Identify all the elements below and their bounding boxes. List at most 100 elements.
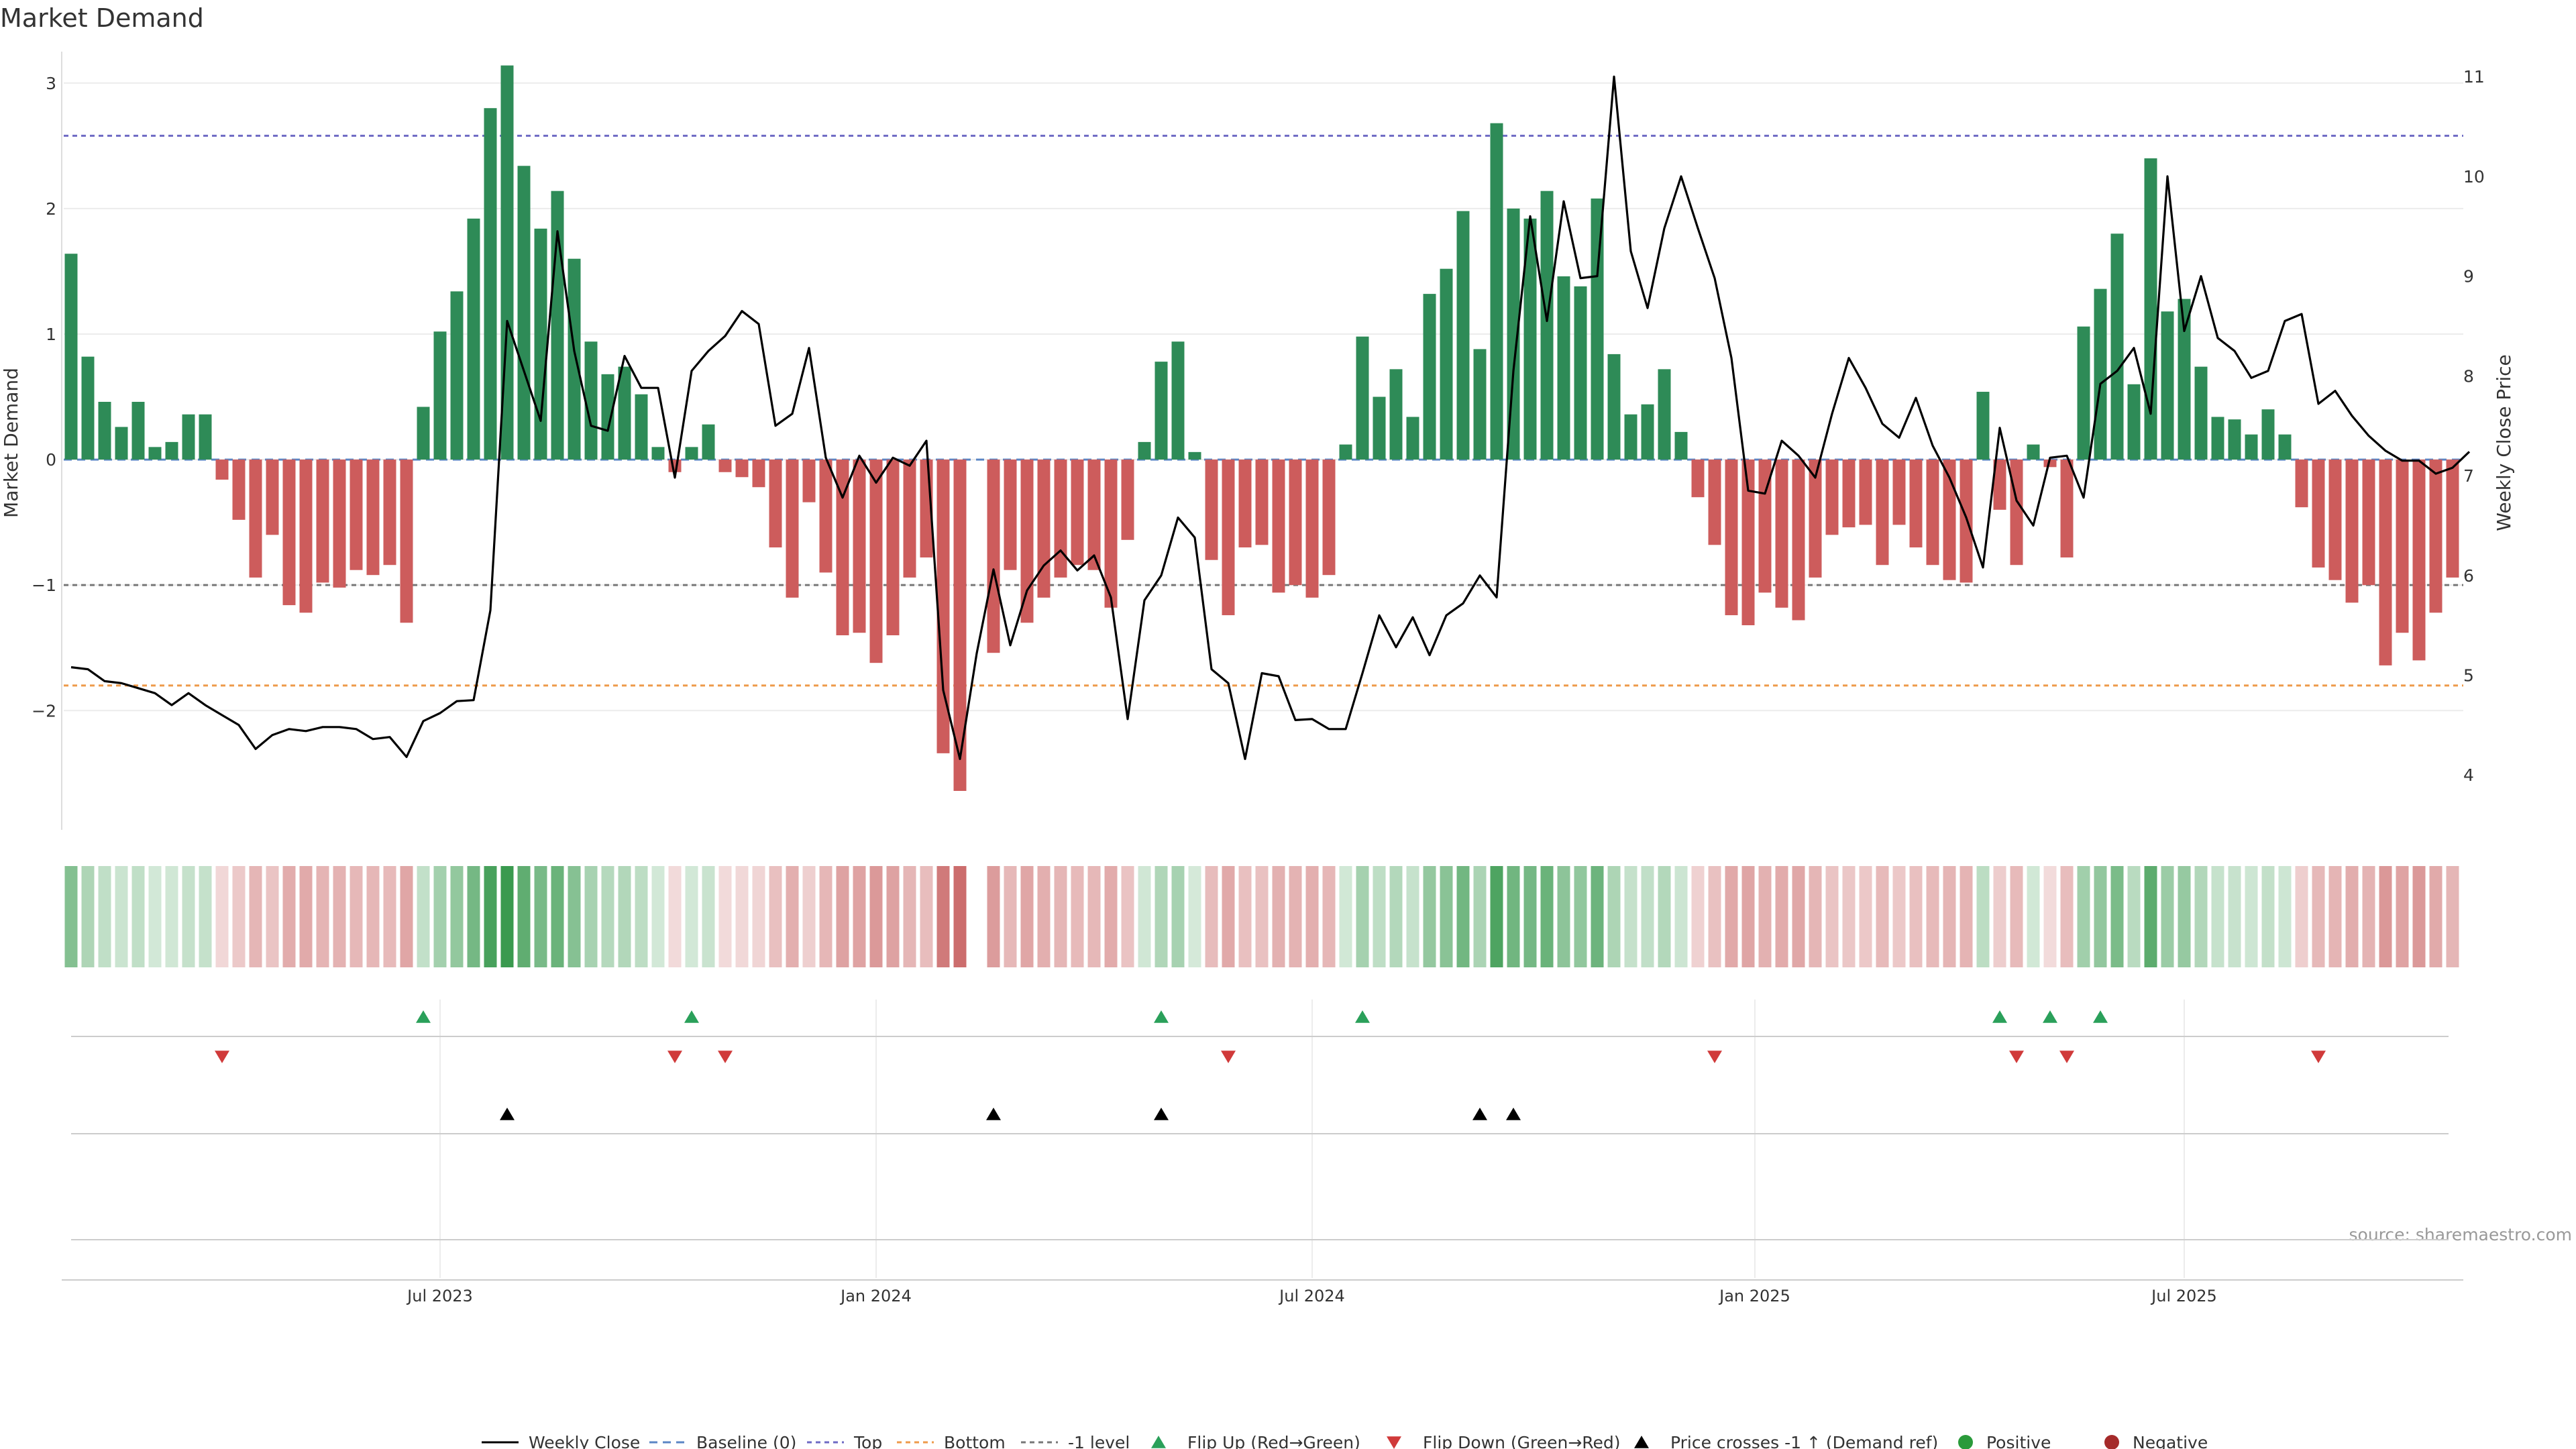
flip-up-marker — [2043, 1010, 2057, 1023]
heat-cell — [1305, 866, 1319, 967]
flip-down-marker — [215, 1051, 229, 1063]
heat-cell — [735, 866, 749, 967]
heat-cell — [1809, 866, 1822, 967]
demand-bar — [2396, 460, 2409, 633]
heat-cell — [182, 866, 195, 967]
heat-cell — [2412, 866, 2426, 967]
demand-bar — [1641, 404, 1654, 460]
y-tick-label-right: 11 — [2463, 67, 2485, 87]
price-cross-marker — [500, 1108, 515, 1120]
demand-bar — [668, 460, 682, 472]
flip-down-marker — [1221, 1051, 1236, 1063]
heat-cell — [718, 866, 732, 967]
demand-bar — [1943, 460, 1956, 580]
demand-bar — [148, 447, 162, 460]
heat-cell — [1037, 866, 1051, 967]
price-cross-marker — [1472, 1108, 1487, 1120]
heat-cell — [2228, 866, 2241, 967]
demand-bar — [2110, 233, 2124, 460]
heat-cell — [2446, 866, 2459, 967]
heat-cell — [2027, 866, 2040, 967]
demand-bar — [333, 460, 346, 588]
y-tick-label-right: 10 — [2463, 167, 2485, 186]
demand-bar — [1456, 211, 1470, 460]
demand-bar — [718, 460, 732, 472]
heat-cell — [786, 866, 799, 967]
heat-cell — [232, 866, 246, 967]
heat-cell — [1708, 866, 1721, 967]
demand-bar — [115, 427, 128, 460]
demand-bar — [2429, 460, 2443, 613]
demand-bar — [131, 402, 145, 460]
demand-bar — [2094, 288, 2107, 460]
heat-cell — [1775, 866, 1788, 967]
heat-cell — [819, 866, 833, 967]
heat-cell — [1557, 866, 1570, 967]
demand-bar — [1255, 460, 1269, 545]
demand-bar — [953, 460, 967, 791]
demand-bar — [2027, 444, 2040, 460]
heat-cell — [350, 866, 363, 967]
demand-bar — [1490, 123, 1503, 460]
demand-bar — [2161, 311, 2174, 460]
demand-bar — [366, 460, 380, 576]
heat-cell — [1624, 866, 1638, 967]
heat-cell — [2261, 866, 2275, 967]
legend-symbol-price-cross — [1634, 1436, 1649, 1448]
heat-cell — [1205, 866, 1218, 967]
heat-cell — [1138, 866, 1151, 967]
legend-negative-dot — [2104, 1435, 2119, 1449]
heat-cell — [333, 866, 346, 967]
heat-cell — [1322, 866, 1336, 967]
demand-bar — [232, 460, 246, 520]
heat-cell — [1591, 866, 1604, 967]
price-cross-marker — [1506, 1108, 1521, 1120]
demand-bar — [165, 441, 178, 460]
heat-cell — [215, 866, 229, 967]
demand-bar — [1993, 460, 2006, 510]
demand-bar — [1574, 286, 1587, 460]
heat-cell — [618, 866, 631, 967]
demand-bar — [886, 460, 900, 635]
heat-cell — [1289, 866, 1302, 967]
demand-bar — [2412, 460, 2426, 661]
heat-cell — [1859, 866, 1872, 967]
demand-bar — [1624, 414, 1638, 460]
x-tick-label: Jul 2024 — [1278, 1287, 1345, 1305]
demand-bar — [635, 394, 648, 460]
demand-bar — [1289, 460, 1302, 586]
heat-cell — [2161, 866, 2174, 967]
heat-cell — [1842, 866, 1856, 967]
demand-bar — [2043, 460, 2057, 468]
heat-cell — [366, 866, 380, 967]
heat-cell — [1674, 866, 1688, 967]
heat-cell — [869, 866, 883, 967]
heat-cell — [685, 866, 698, 967]
heat-cell — [1725, 866, 1738, 967]
legend-symbol-positive — [1958, 1435, 1973, 1449]
demand-bar — [1976, 392, 1990, 460]
legend-label-flip-up: Flip Up (Red→Green) — [1187, 1433, 1360, 1449]
source-note: source: sharemaestro.com — [2349, 1225, 2573, 1244]
heat-cell — [249, 866, 262, 967]
demand-bar — [1725, 460, 1738, 616]
flip-up-marker — [1355, 1010, 1370, 1023]
x-tick-label: Jan 2025 — [1718, 1287, 1790, 1305]
demand-bars — [64, 65, 2459, 791]
demand-bar — [2211, 417, 2224, 460]
heat-cell — [199, 866, 212, 967]
price-cross-marker — [986, 1108, 1001, 1120]
heat-cell — [1238, 866, 1252, 967]
demand-bar — [1523, 218, 1537, 460]
heat-cell — [752, 866, 765, 967]
grid-layer — [64, 82, 2463, 1278]
demand-bar — [1708, 460, 1721, 545]
demand-bar — [182, 414, 195, 460]
demand-bar — [936, 460, 950, 753]
demand-bar — [282, 460, 296, 606]
heat-cell — [987, 866, 1000, 967]
demand-bar — [316, 460, 329, 583]
heat-cell — [484, 866, 497, 967]
y-axis-label-left: Market Demand — [0, 368, 22, 518]
demand-bar — [199, 414, 212, 460]
